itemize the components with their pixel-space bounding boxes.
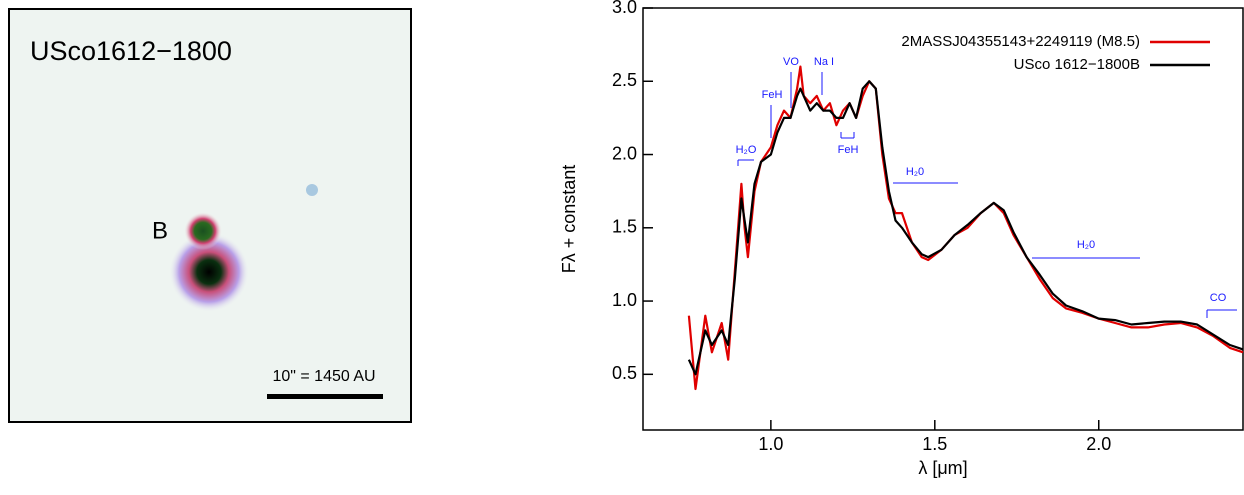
annotation: H₂O [736, 144, 757, 156]
x-tick-label: 1.5 [922, 434, 947, 454]
companion-label: B [152, 217, 168, 244]
primary-star [169, 232, 249, 312]
y-tick-label: 2.0 [612, 143, 637, 163]
annotation: FeH [838, 144, 859, 156]
image-title: USco1612−1800 [30, 36, 232, 66]
background-source [306, 184, 318, 196]
y-tick-label: 3.0 [612, 0, 637, 17]
spectrum-line [687, 65, 1244, 391]
annotation: H₂0 [1077, 239, 1095, 251]
x-tick-label: 1.0 [758, 434, 783, 454]
annotation: VO [783, 56, 799, 68]
y-tick-label: 1.5 [612, 217, 637, 237]
scale-bar [267, 394, 383, 399]
legend-label: USco 1612−1800B [1014, 56, 1140, 73]
annotation: CO [1210, 292, 1227, 304]
x-tick-label: 2.0 [1086, 434, 1111, 454]
x-axis-label: λ [μm] [918, 458, 967, 478]
annotation: H₂0 [906, 166, 924, 178]
annotation: Na I [814, 56, 834, 68]
scale-label: 10" = 1450 AU [272, 368, 375, 385]
companion-b [184, 212, 222, 250]
legend-label: 2MASSJ04355143+2249119 (M8.5) [901, 33, 1140, 50]
y-axis-label: Fλ + constant [559, 165, 579, 274]
annotation: FeH [762, 89, 783, 101]
y-tick-label: 0.5 [612, 363, 637, 383]
plot-frame [642, 7, 1244, 431]
y-tick-label: 1.0 [612, 290, 637, 310]
spectrum-line [687, 80, 1244, 376]
y-tick-label: 2.5 [612, 70, 637, 90]
